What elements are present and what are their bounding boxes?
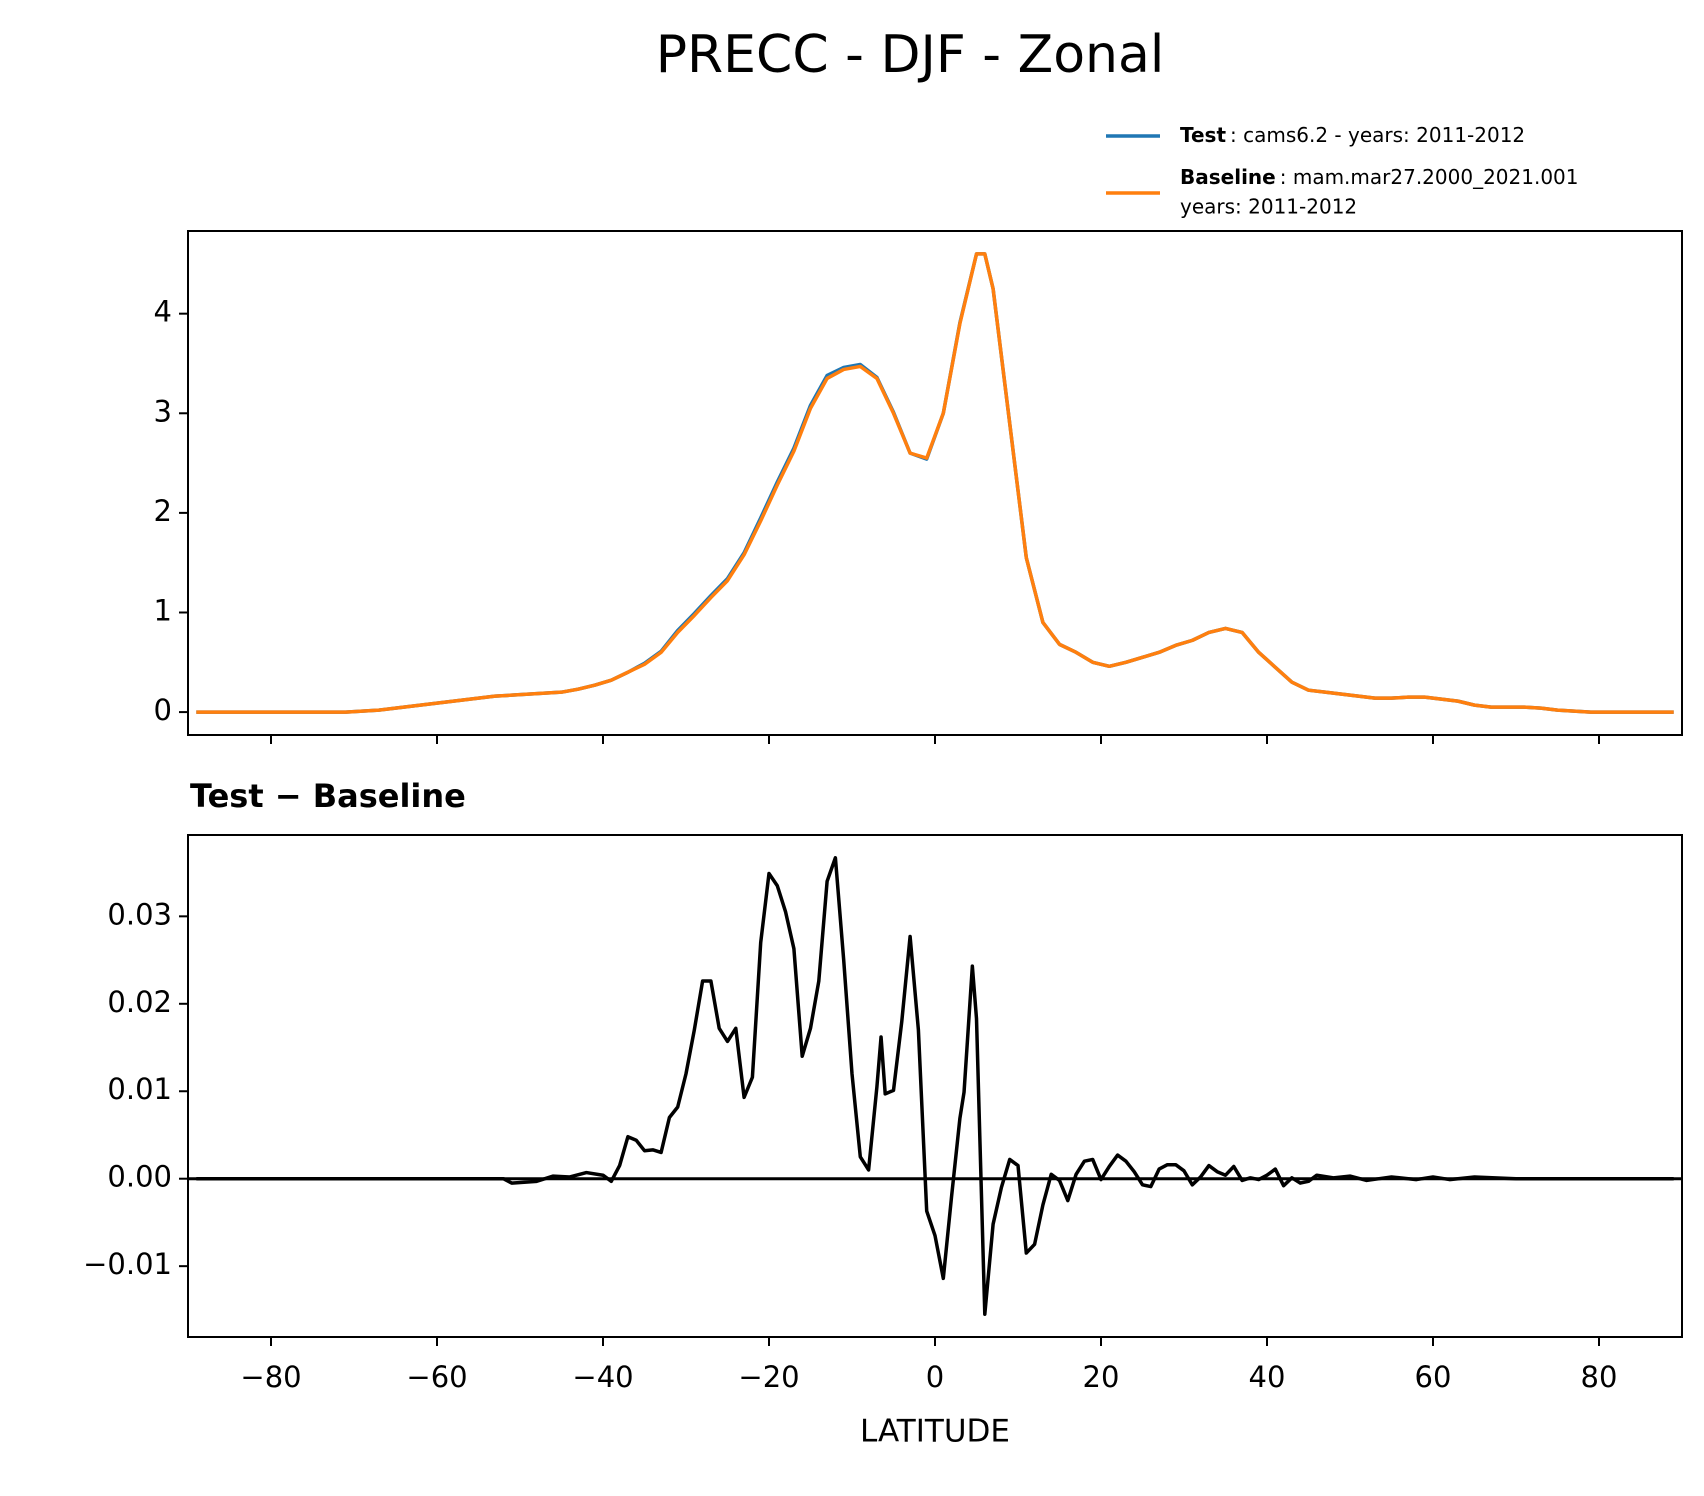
legend-text: : mam.mar27.2000_2021.001 — [1280, 165, 1579, 189]
x-tick-label: −40 — [572, 1360, 633, 1394]
legend-label: Test: cams6.2 - years: 2011-2012 — [1180, 123, 1525, 147]
x-axis-label: LATITUDE — [860, 1414, 1010, 1450]
y-tick-label: 0.00 — [107, 1160, 172, 1194]
y-tick-label: 0.03 — [107, 897, 172, 931]
y-tick-label: 0.02 — [107, 985, 172, 1019]
y-tick-label: 0.01 — [107, 1072, 172, 1106]
legend-text: : cams6.2 - years: 2011-2012 — [1230, 123, 1525, 147]
x-tick-label: 20 — [1083, 1360, 1120, 1394]
legend-name: Test — [1180, 123, 1226, 147]
plot-frame — [187, 834, 1683, 1338]
y-tick-label: 2 — [154, 494, 172, 528]
x-tick-label: 0 — [926, 1360, 944, 1394]
y-tick-label: −0.01 — [83, 1247, 172, 1281]
y-tick-label: 1 — [154, 593, 172, 627]
legend-label: Baseline: mam.mar27.2000_2021.001 — [1180, 165, 1579, 189]
figure-title: PRECC - DJF - Zonal — [656, 25, 1165, 85]
x-tick-label: 80 — [1581, 1360, 1618, 1394]
x-tick-label: −60 — [406, 1360, 467, 1394]
plot-frame — [187, 230, 1683, 736]
y-tick-label: 4 — [154, 295, 172, 329]
x-tick-label: −80 — [240, 1360, 301, 1394]
data-line — [196, 855, 1674, 1317]
x-tick-label: 60 — [1415, 1360, 1452, 1394]
data-line — [196, 252, 1674, 714]
x-tick-label: −20 — [738, 1360, 799, 1394]
legend-name: Baseline — [1180, 165, 1276, 189]
x-tick-label: 40 — [1249, 1360, 1286, 1394]
y-tick-label: 3 — [154, 394, 172, 428]
data-line — [196, 252, 1674, 714]
panel-title: Test − Baseline — [190, 777, 466, 815]
legend-label: years: 2011-2012 — [1180, 195, 1357, 219]
y-tick-label: 0 — [154, 693, 172, 727]
